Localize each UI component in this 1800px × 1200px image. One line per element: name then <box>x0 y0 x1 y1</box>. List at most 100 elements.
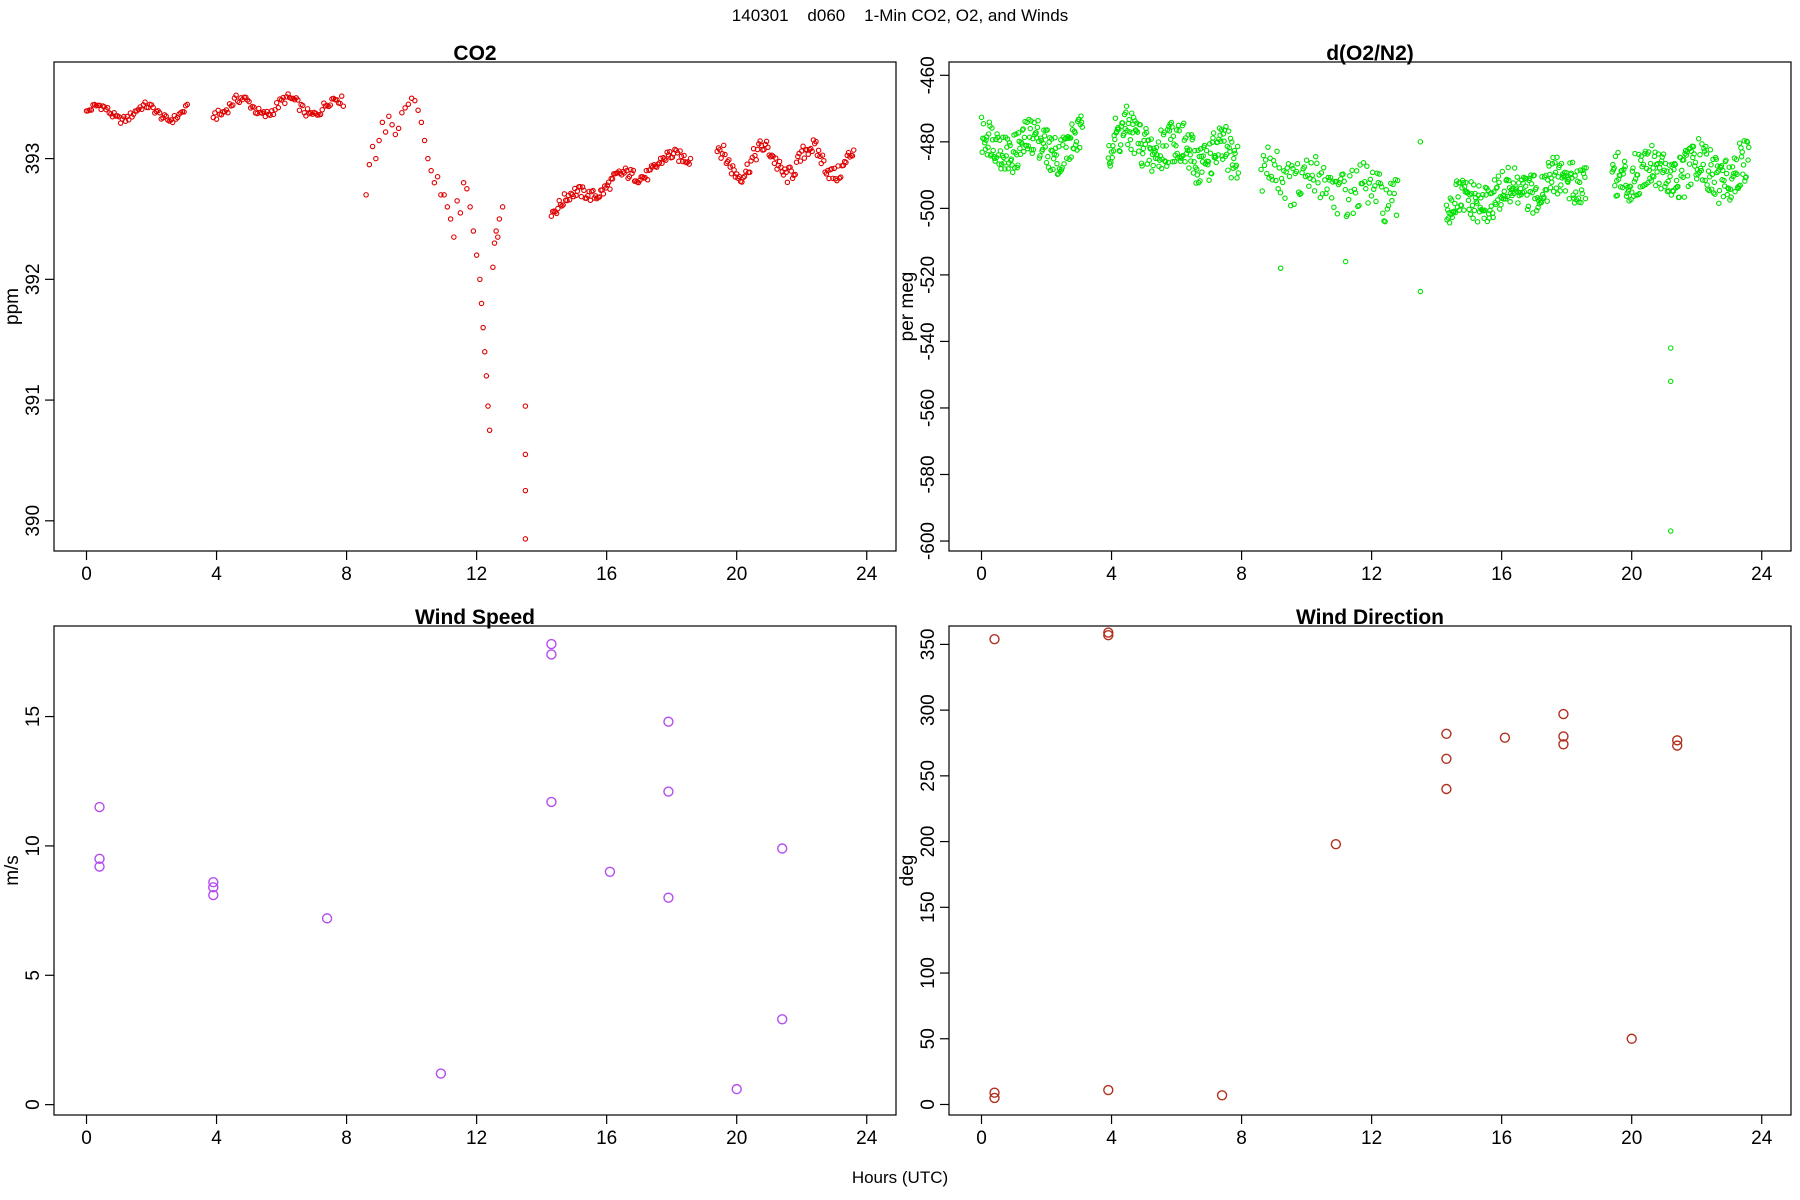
data-point <box>1072 130 1078 136</box>
data-point <box>1363 185 1369 192</box>
data-point <box>792 171 798 178</box>
data-point <box>1003 153 1009 159</box>
data-point <box>797 158 804 164</box>
data-point <box>94 801 105 813</box>
data-point <box>1384 206 1391 212</box>
data-point <box>1006 140 1013 146</box>
data-point <box>1009 169 1016 176</box>
data-point <box>1197 178 1203 184</box>
data-point <box>382 129 389 135</box>
data-point <box>1145 137 1152 144</box>
data-point <box>1500 196 1507 202</box>
data-point <box>1353 168 1360 174</box>
data-point <box>1315 180 1321 186</box>
data-point <box>1524 206 1531 213</box>
data-point <box>1727 186 1734 193</box>
data-point <box>1382 218 1388 225</box>
data-point <box>441 192 447 198</box>
x-tick-label: 8 <box>341 1128 352 1149</box>
x-tick-label: 0 <box>976 564 987 585</box>
data-point <box>1647 160 1654 167</box>
x-tick-label: 16 <box>1491 564 1512 585</box>
data-point <box>1499 168 1506 175</box>
data-point <box>1176 128 1182 134</box>
data-point <box>830 175 836 182</box>
data-point <box>1328 195 1335 201</box>
data-point <box>1069 121 1075 127</box>
data-point <box>996 137 1003 143</box>
data-point <box>1137 122 1143 128</box>
data-point <box>1734 171 1740 178</box>
data-point <box>491 240 498 246</box>
data-point <box>454 198 460 204</box>
data-point <box>1578 199 1584 206</box>
data-point <box>1630 165 1636 171</box>
data-point <box>1667 378 1674 385</box>
data-point <box>1127 136 1134 143</box>
data-point <box>373 155 379 162</box>
data-point <box>421 137 428 144</box>
data-point <box>788 168 795 174</box>
data-point <box>677 148 683 154</box>
data-point <box>1200 153 1206 159</box>
data-point <box>663 892 674 903</box>
data-point <box>1126 116 1132 123</box>
y-tick-label: -540 <box>918 322 939 360</box>
data-point <box>1697 151 1703 158</box>
data-point <box>754 146 761 153</box>
data-point <box>1562 188 1569 194</box>
data-point <box>555 205 561 212</box>
data-point <box>1683 152 1690 158</box>
data-point <box>405 101 412 108</box>
y-tick-label: 350 <box>918 629 939 661</box>
data-point <box>1629 168 1636 174</box>
data-point <box>1702 177 1708 184</box>
x-tick-label: 0 <box>81 1128 92 1149</box>
data-point <box>1558 160 1565 167</box>
data-point <box>1448 197 1455 203</box>
data-point <box>1680 174 1686 181</box>
data-point <box>1691 151 1697 157</box>
data-point <box>1034 124 1041 131</box>
data-point <box>1417 288 1424 295</box>
data-point <box>379 119 386 126</box>
data-point <box>1035 117 1041 124</box>
data-point <box>1725 186 1732 192</box>
data-point <box>1043 159 1050 166</box>
data-point <box>1393 212 1400 218</box>
data-point <box>1458 202 1465 209</box>
data-point <box>765 144 771 151</box>
data-point <box>1659 154 1666 160</box>
data-point <box>184 101 191 108</box>
data-point <box>1234 175 1240 181</box>
x-tick-label: 8 <box>1236 1128 1247 1149</box>
data-point <box>1223 151 1230 158</box>
data-point <box>1205 158 1212 165</box>
data-point <box>687 155 694 162</box>
y-tick-label: 15 <box>23 706 44 727</box>
data-point <box>1470 215 1476 221</box>
x-tick-label: 8 <box>1236 564 1247 585</box>
data-point <box>270 111 277 118</box>
data-point <box>1291 201 1297 207</box>
data-point <box>604 182 611 188</box>
data-point <box>1061 161 1067 167</box>
data-point <box>989 1092 1000 1104</box>
y-tick-label: 150 <box>918 891 939 923</box>
x-tick-label: 20 <box>726 1128 747 1149</box>
data-point <box>1520 180 1526 186</box>
data-point <box>815 147 822 154</box>
data-point <box>1023 142 1030 149</box>
data-point <box>1350 210 1357 217</box>
data-point <box>496 216 503 222</box>
data-point <box>1628 196 1634 203</box>
data-point <box>1522 183 1529 189</box>
data-point <box>1452 209 1459 216</box>
data-point <box>1327 174 1334 181</box>
data-point <box>664 149 670 155</box>
data-point <box>1654 160 1661 167</box>
data-point <box>1221 138 1227 144</box>
data-point <box>1635 192 1641 198</box>
data-point <box>1703 151 1710 157</box>
data-point <box>295 97 301 103</box>
